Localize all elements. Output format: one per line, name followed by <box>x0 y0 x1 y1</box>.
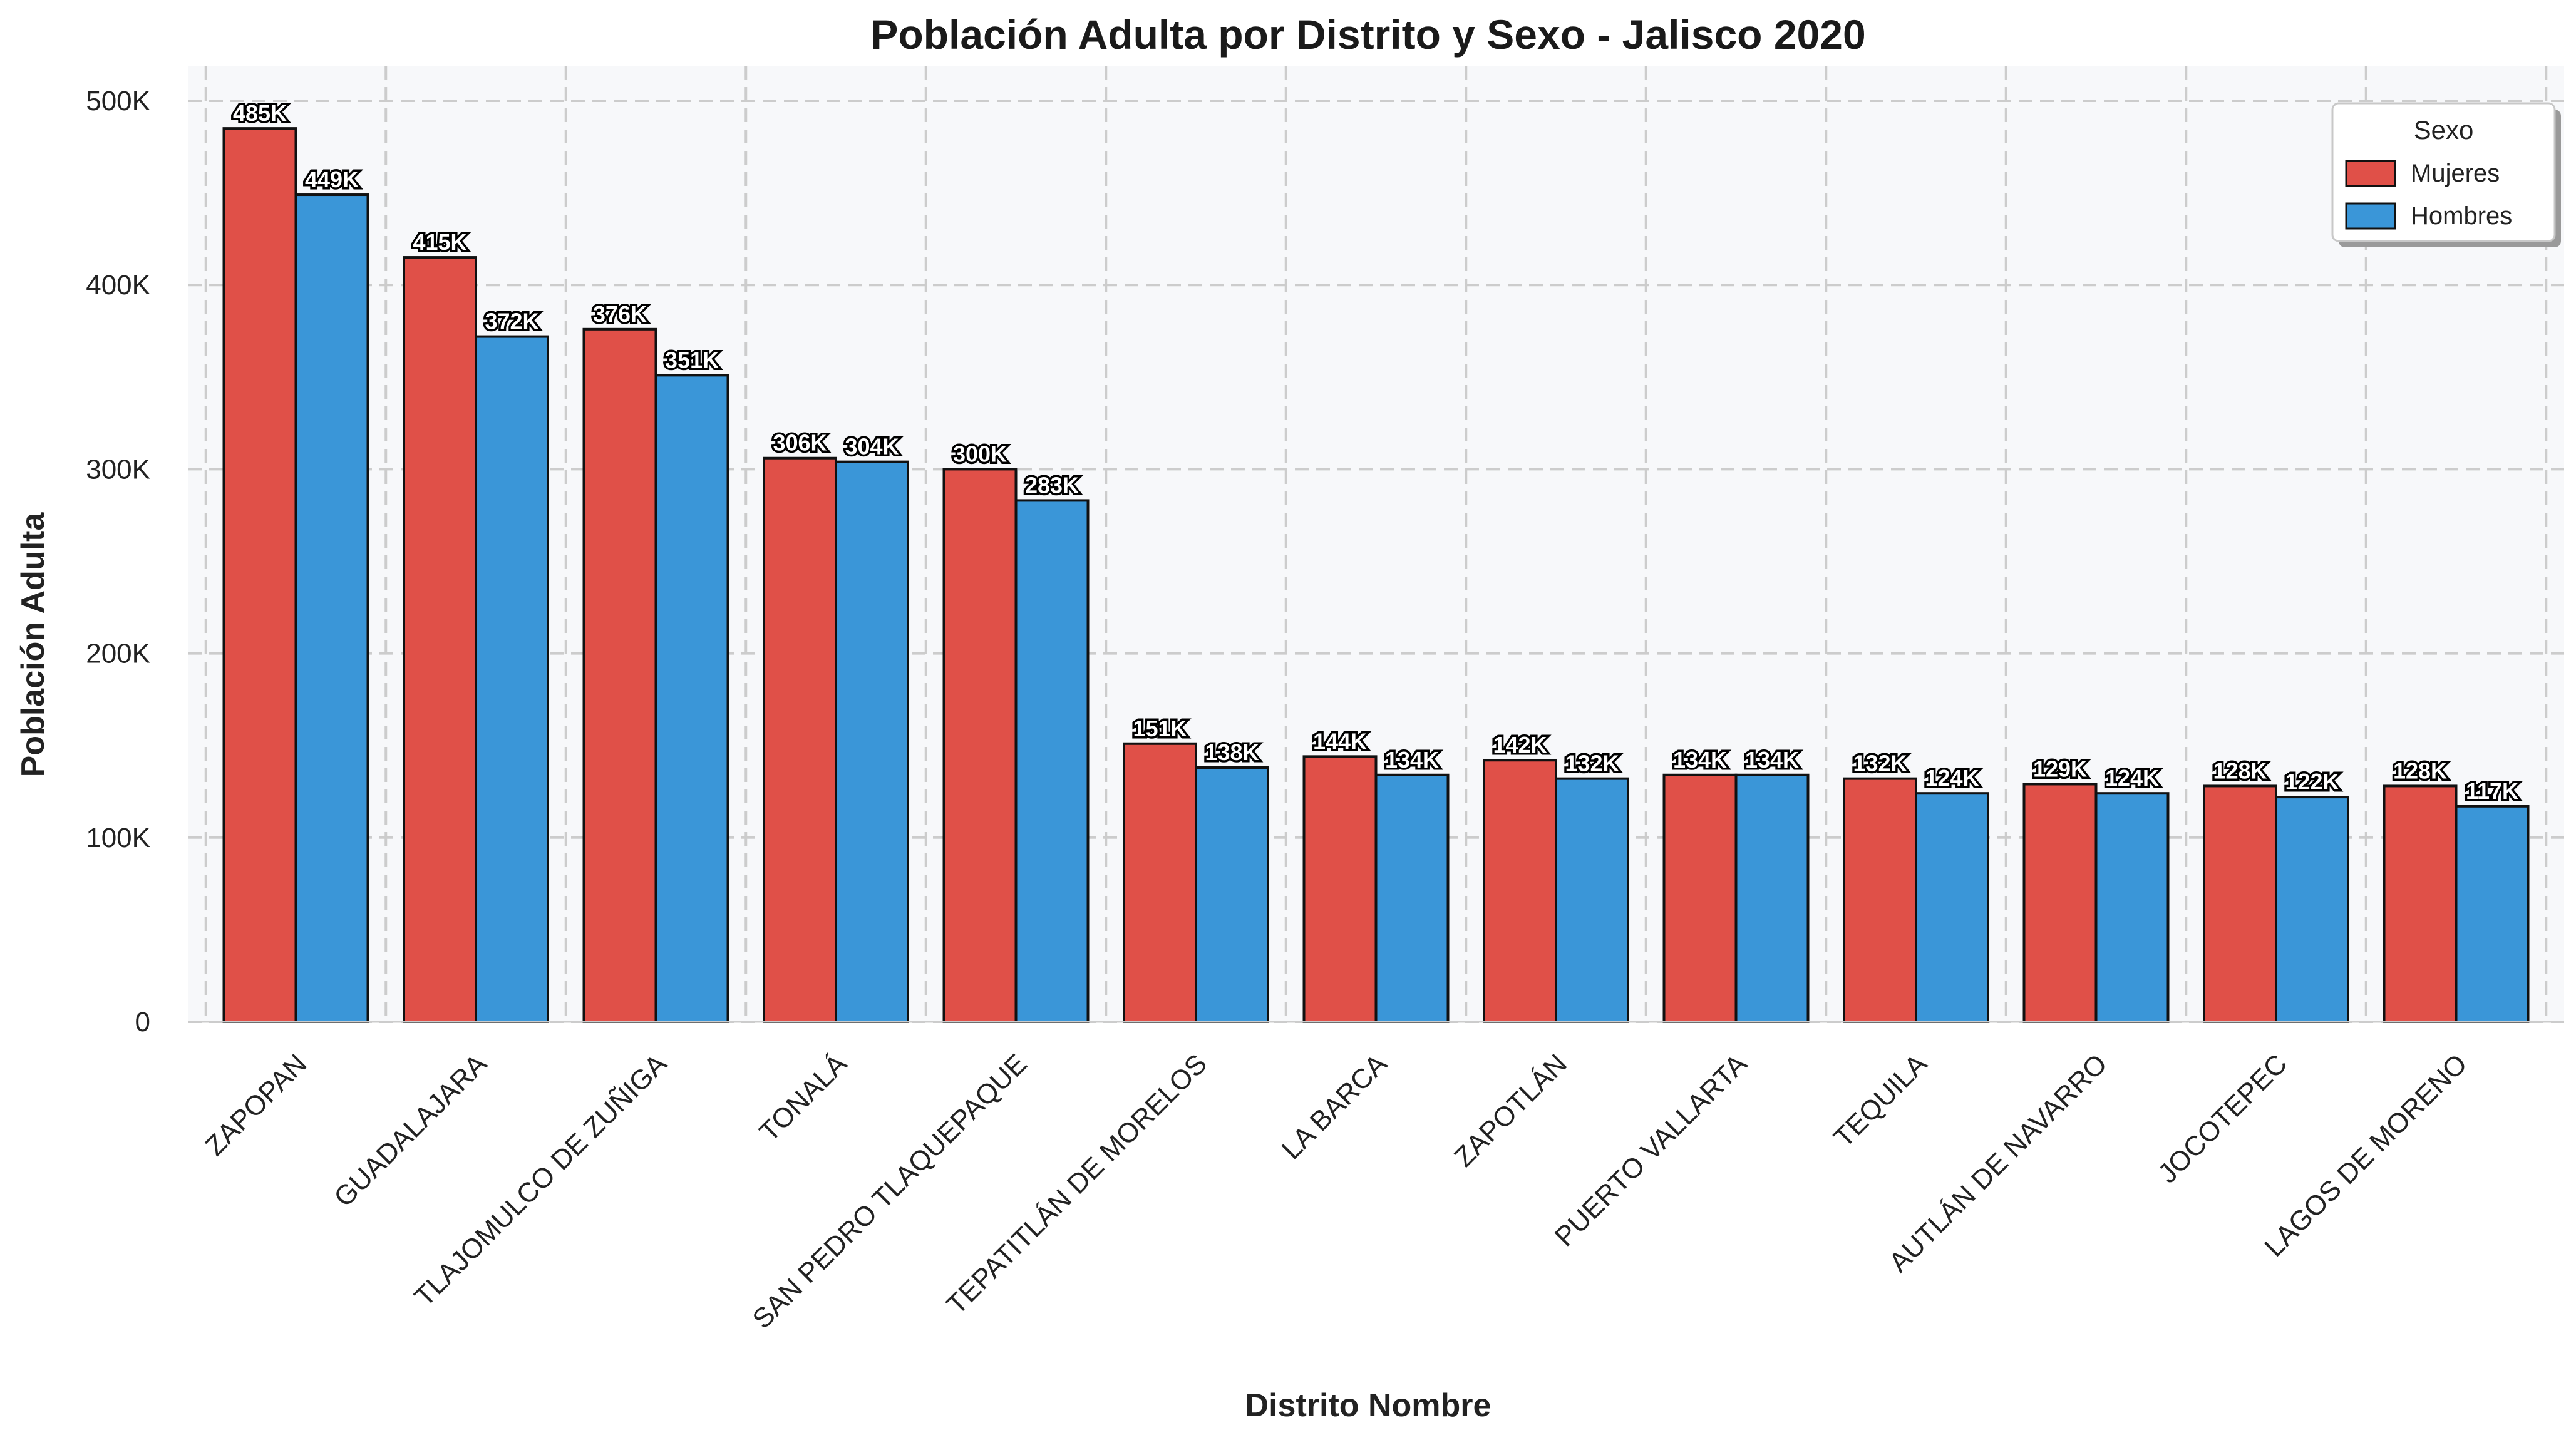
bar-hombres <box>1555 777 1629 1023</box>
data-label: 129K <box>2033 756 2087 781</box>
y-tick-label: 400K <box>86 270 150 301</box>
bar-mujeres <box>1302 755 1378 1024</box>
legend-title: Sexo <box>2414 115 2474 145</box>
bar-hombres <box>1734 773 1810 1023</box>
x-tick-label: TEQUILA <box>1828 1048 1933 1153</box>
bar-hombres <box>654 374 729 1023</box>
bar-hombres <box>1195 766 1269 1024</box>
x-tick-label: PUERTO VALLARTA <box>1549 1048 1753 1252</box>
legend-swatch <box>2345 160 2396 187</box>
bar-mujeres <box>1483 759 1557 1023</box>
data-label: 304K <box>845 434 899 460</box>
legend-label: Mujeres <box>2411 160 2500 187</box>
data-label: 449K <box>305 167 359 192</box>
bar-mujeres <box>2203 784 2277 1023</box>
bar-mujeres <box>2383 784 2458 1023</box>
bar-hombres <box>835 460 909 1023</box>
bar-mujeres <box>942 468 1018 1023</box>
bar-hombres <box>1374 773 1450 1023</box>
bar-hombres <box>1014 499 1090 1023</box>
data-label: 132K <box>1565 751 1619 776</box>
bar-hombres <box>1915 792 1989 1024</box>
bar-mujeres <box>2022 783 2098 1024</box>
data-label: 151K <box>1133 716 1187 741</box>
data-label: 300K <box>953 441 1007 466</box>
x-axis-title: Distrito Nombre <box>1245 1387 1492 1424</box>
data-label: 132K <box>1853 751 1907 776</box>
data-label: 122K <box>2285 769 2339 794</box>
data-label: 283K <box>1025 472 1079 498</box>
bar-mujeres <box>403 256 477 1024</box>
y-tick-label: 0 <box>135 1007 150 1037</box>
data-label: 134K <box>1385 747 1439 773</box>
chart-title: Población Adulta por Distrito y Sexo - J… <box>870 11 1865 58</box>
x-tick-label: ZAPOPAN <box>200 1048 313 1161</box>
y-axis-title: Población Adulta <box>15 512 51 778</box>
bar-hombres <box>475 335 549 1023</box>
data-label: 138K <box>1205 739 1259 765</box>
data-label: 124K <box>1925 765 1979 791</box>
data-label: 415K <box>413 229 466 255</box>
bar-mujeres <box>1843 777 1917 1023</box>
bar-mujeres <box>763 456 837 1023</box>
x-tick-label: LAGOS DE MORENO <box>2259 1048 2473 1262</box>
data-label: 117K <box>2466 778 2518 804</box>
bar-mujeres <box>582 327 657 1023</box>
data-label: 142K <box>1493 732 1547 758</box>
data-label: 485K <box>233 100 287 126</box>
bar-mujeres <box>1123 742 1197 1024</box>
bar-hombres <box>294 193 369 1023</box>
data-label: 134K <box>1745 747 1799 773</box>
plot-area: 0 100K 200K 300K 400K 500K 485K 449K ZAPOPAN 415K… <box>86 66 2564 1335</box>
bar-hombres <box>2455 805 2530 1023</box>
y-tick-label: 100K <box>86 823 150 853</box>
legend-swatch <box>2345 202 2396 230</box>
x-tick-label: JOCOTEPEC <box>2152 1048 2293 1189</box>
y-tick-label: 500K <box>86 86 150 116</box>
data-label: 128K <box>2393 758 2447 783</box>
bar-hombres <box>2094 792 2170 1024</box>
bar-mujeres <box>1662 773 1738 1023</box>
x-tick-label: ZAPOTLÁN <box>1448 1048 1573 1173</box>
data-label: 144K <box>1313 728 1367 754</box>
bar-hombres <box>2275 796 2349 1024</box>
data-label: 128K <box>2213 758 2267 783</box>
x-tick-label: TONALÁ <box>754 1048 853 1148</box>
y-tick-label: 300K <box>86 454 150 485</box>
data-label: 372K <box>485 309 538 334</box>
data-label: 351K <box>665 347 719 373</box>
legend: Sexo Mujeres Hombres <box>2331 102 2561 247</box>
data-label: 124K <box>2105 765 2159 791</box>
data-label: 376K <box>593 301 647 327</box>
data-label: 306K <box>773 430 827 456</box>
data-label: 134K <box>1673 747 1727 773</box>
bar-mujeres <box>222 127 297 1023</box>
x-tick-label: GUADALAJARA <box>328 1048 493 1213</box>
y-tick-label: 200K <box>86 639 150 669</box>
legend-label: Hombres <box>2411 202 2512 230</box>
x-tick-label: LA BARCA <box>1276 1048 1393 1165</box>
